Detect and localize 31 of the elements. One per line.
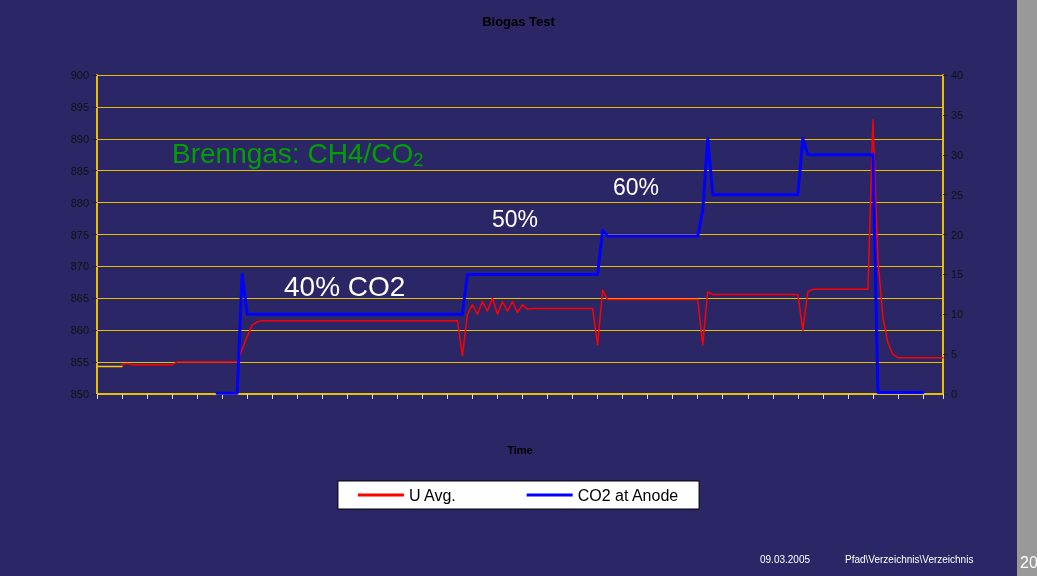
text: 09.03.2005 [760,553,811,565]
y-tick-label: 900 [70,69,89,81]
y2-tick-label: 10 [951,308,964,321]
y2-tick-label: 30 [951,148,964,161]
chart-title: Biogas Test [482,14,556,29]
annotation: 50% [492,205,539,232]
y-tick-label: 855 [70,356,89,369]
y2-tick-label: 0 [951,388,958,400]
y2-tick-label: 20 [951,228,964,241]
annotation: 40% CO2 [284,270,406,302]
y2-tick-label: 40 [951,69,964,81]
y2-tick-label: 5 [951,348,958,361]
y-tick-label: 880 [70,196,89,209]
legend-label: CO2 at Anode [577,486,679,504]
y-tick-label: 870 [70,260,89,273]
y-tick-label: 850 [70,388,89,400]
x-axis-title: Time [507,443,533,456]
y-tick-label: 860 [70,324,89,337]
y-tick-label: 865 [70,292,89,305]
y2-tick-label: 35 [951,108,964,121]
legend-label: U Avg. [408,486,456,504]
y-tick-label: 895 [70,100,89,113]
text: Pfad\Verzeichnis\Verzeichnis [845,553,974,565]
text: 20 [1020,553,1037,571]
y2-tick-label: 15 [951,268,964,281]
y2-tick-label: 25 [951,188,964,201]
y-tick-label: 885 [70,164,89,177]
line-series [121,118,944,366]
y-tick-label: 875 [70,228,89,241]
y-tick-label: 890 [70,132,89,145]
annotation: 60% [613,173,660,200]
